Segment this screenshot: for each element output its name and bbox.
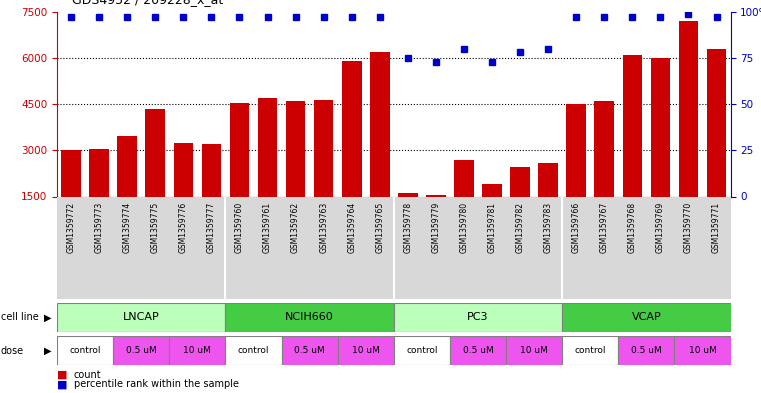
- Text: GSM1359782: GSM1359782: [516, 202, 524, 253]
- Text: 0.5 uM: 0.5 uM: [126, 346, 157, 355]
- Text: GSM1359771: GSM1359771: [712, 202, 721, 253]
- Bar: [393, 336, 450, 365]
- Bar: [393, 303, 562, 332]
- Text: GSM1359761: GSM1359761: [263, 202, 272, 253]
- Text: GSM1359766: GSM1359766: [572, 202, 581, 253]
- Bar: [282, 336, 338, 365]
- Bar: [398, 193, 418, 196]
- Text: dose: dose: [1, 346, 24, 356]
- Text: 0.5 uM: 0.5 uM: [631, 346, 662, 355]
- Bar: [57, 303, 225, 332]
- Text: percentile rank within the sample: percentile rank within the sample: [74, 379, 239, 389]
- Bar: [113, 336, 169, 365]
- Text: GSM1359777: GSM1359777: [207, 202, 216, 253]
- Text: GSM1359765: GSM1359765: [375, 202, 384, 253]
- Text: ■: ■: [57, 369, 68, 380]
- Text: GSM1359764: GSM1359764: [347, 202, 356, 253]
- Text: VCAP: VCAP: [632, 312, 661, 322]
- Bar: [618, 336, 674, 365]
- Bar: [566, 104, 586, 196]
- Text: control: control: [69, 346, 101, 355]
- Bar: [511, 167, 530, 196]
- Text: ■: ■: [57, 379, 68, 389]
- Bar: [225, 336, 282, 365]
- Bar: [538, 163, 558, 196]
- Bar: [258, 98, 277, 196]
- Text: PC3: PC3: [467, 312, 489, 322]
- Text: 10 uM: 10 uM: [521, 346, 548, 355]
- Bar: [651, 58, 670, 196]
- Bar: [174, 143, 193, 196]
- Text: 0.5 uM: 0.5 uM: [463, 346, 493, 355]
- Bar: [562, 336, 618, 365]
- Bar: [506, 336, 562, 365]
- Text: cell line: cell line: [1, 312, 39, 322]
- Text: GSM1359783: GSM1359783: [543, 202, 552, 253]
- Text: GSM1359762: GSM1359762: [291, 202, 300, 253]
- Bar: [426, 195, 446, 196]
- Text: GSM1359774: GSM1359774: [123, 202, 132, 253]
- Text: GSM1359773: GSM1359773: [94, 202, 103, 253]
- Text: GDS4952 / 209228_x_at: GDS4952 / 209228_x_at: [72, 0, 224, 6]
- Bar: [117, 136, 137, 196]
- Text: GSM1359780: GSM1359780: [460, 202, 469, 253]
- Bar: [286, 101, 305, 196]
- Text: 10 uM: 10 uM: [352, 346, 380, 355]
- Text: control: control: [406, 346, 438, 355]
- Text: GSM1359772: GSM1359772: [67, 202, 75, 253]
- Text: GSM1359767: GSM1359767: [600, 202, 609, 253]
- Bar: [594, 101, 614, 196]
- Text: GSM1359770: GSM1359770: [684, 202, 693, 253]
- Bar: [622, 55, 642, 196]
- Text: GSM1359768: GSM1359768: [628, 202, 637, 253]
- Text: ▶: ▶: [44, 312, 52, 322]
- Bar: [230, 103, 250, 196]
- Text: control: control: [575, 346, 606, 355]
- Bar: [454, 160, 474, 196]
- Text: GSM1359760: GSM1359760: [235, 202, 244, 253]
- Bar: [707, 49, 726, 196]
- Text: LNCAP: LNCAP: [123, 312, 160, 322]
- Text: ▶: ▶: [44, 346, 52, 356]
- Text: 0.5 uM: 0.5 uM: [295, 346, 325, 355]
- Bar: [169, 336, 225, 365]
- Bar: [225, 303, 394, 332]
- Bar: [202, 144, 221, 196]
- Text: control: control: [237, 346, 269, 355]
- Bar: [62, 150, 81, 196]
- Text: count: count: [74, 369, 101, 380]
- Bar: [342, 61, 361, 196]
- Text: GSM1359776: GSM1359776: [179, 202, 188, 253]
- Text: GSM1359781: GSM1359781: [488, 202, 496, 253]
- Bar: [57, 336, 113, 365]
- Bar: [450, 336, 506, 365]
- Bar: [89, 149, 109, 196]
- Bar: [370, 52, 390, 196]
- Text: 10 uM: 10 uM: [689, 346, 716, 355]
- Text: 10 uM: 10 uM: [183, 346, 212, 355]
- Bar: [145, 109, 165, 196]
- Text: GSM1359778: GSM1359778: [403, 202, 412, 253]
- Text: GSM1359779: GSM1359779: [431, 202, 441, 253]
- Bar: [314, 99, 333, 196]
- Bar: [679, 21, 699, 196]
- Bar: [674, 336, 731, 365]
- Bar: [562, 303, 731, 332]
- Bar: [338, 336, 393, 365]
- Bar: [482, 184, 501, 196]
- Text: GSM1359775: GSM1359775: [151, 202, 160, 253]
- Text: GSM1359763: GSM1359763: [319, 202, 328, 253]
- Text: NCIH660: NCIH660: [285, 312, 334, 322]
- Text: GSM1359769: GSM1359769: [656, 202, 665, 253]
